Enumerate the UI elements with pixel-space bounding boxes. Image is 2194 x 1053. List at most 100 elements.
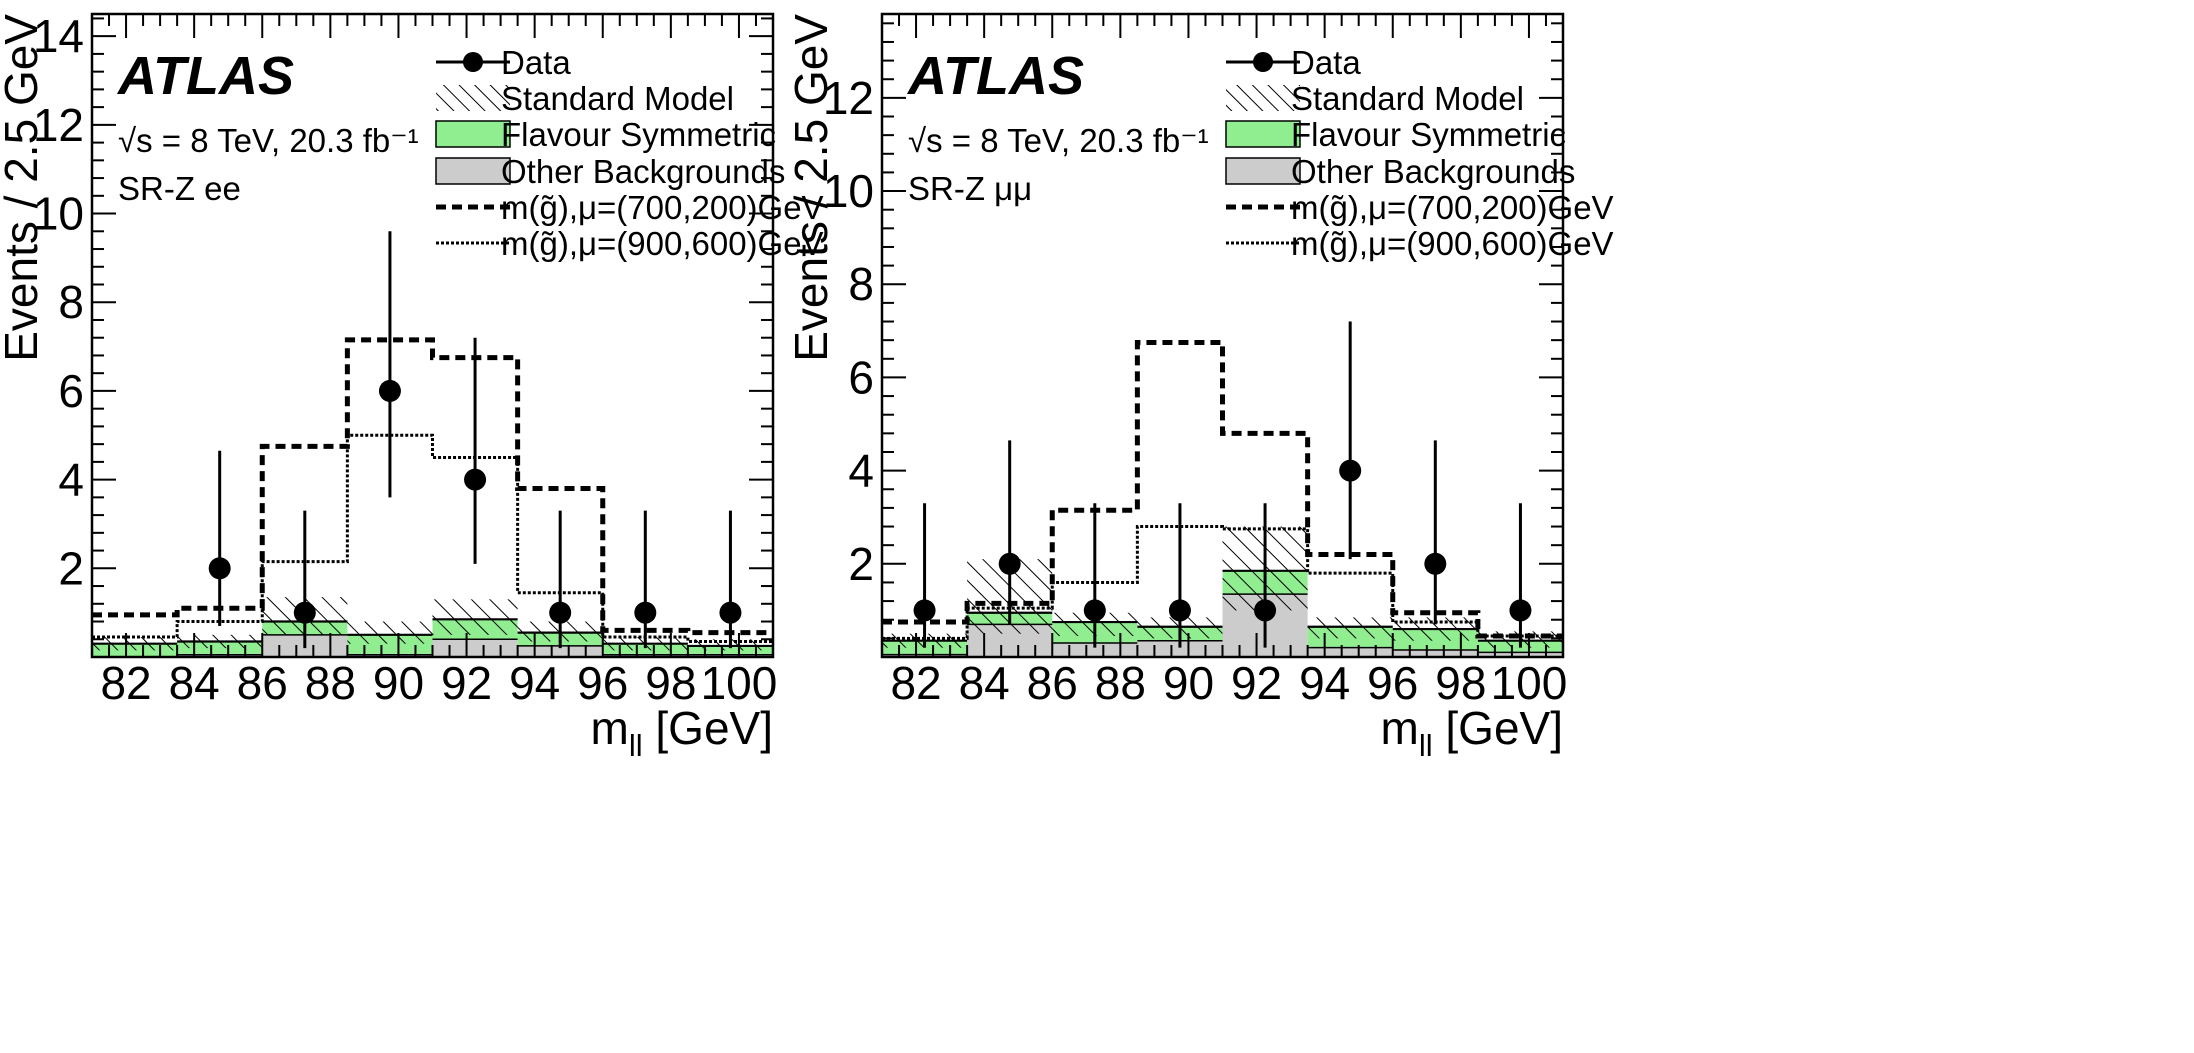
legend-label-sm: Standard Model: [501, 80, 734, 117]
x-tick-label: 96: [577, 657, 628, 709]
data-point: [1509, 599, 1532, 622]
atlas-label: ATLAS: [906, 46, 1084, 106]
legend-item-sig1: m(g̃),μ=(700,200)GeV: [436, 189, 824, 226]
data-point: [998, 552, 1021, 575]
sm-uncertainty-band: [347, 621, 433, 644]
y-tick-label: 12: [33, 99, 84, 151]
region-label: SR-Z μμ: [908, 170, 1032, 207]
legend-item-sm: Standard Model: [436, 80, 734, 117]
x-tick-label: 84: [959, 657, 1010, 709]
y-tick-label: 10: [33, 188, 84, 240]
x-tick-label: 90: [1163, 657, 1214, 709]
x-tick-label: 98: [645, 657, 696, 709]
energy-label: √s = 8 TeV, 20.3 fb⁻¹: [118, 122, 419, 159]
y-axis-title: Events / 2.5 GeV: [0, 14, 47, 362]
sm-uncertainty-band: [1307, 617, 1393, 639]
x-tick-label: 82: [100, 657, 151, 709]
x-tick-label: 98: [1435, 657, 1486, 709]
legend-item-data: Data: [436, 44, 571, 81]
legend-label-data: Data: [1291, 44, 1361, 81]
legend-item-data: Data: [1226, 44, 1361, 81]
legend-item-sm: Standard Model: [1226, 80, 1524, 117]
legend-label-data: Data: [501, 44, 571, 81]
plot-area: [882, 321, 1563, 657]
other-backgrounds-bar: [1392, 650, 1478, 657]
y-tick-label: 4: [848, 445, 874, 497]
legend-label-sig1: m(g̃),μ=(700,200)GeV: [1291, 189, 1614, 226]
data-point: [634, 601, 657, 624]
y-tick-label: 12: [823, 72, 874, 124]
signal-700-200-line: [92, 337, 773, 636]
x-axis-title: mll [GeV]: [591, 702, 774, 763]
x-tick-label: 86: [237, 657, 288, 709]
x-tick-label: 96: [1367, 657, 1418, 709]
y-tick-label: 10: [823, 165, 874, 217]
legend-label-other: Other Backgrounds: [1291, 153, 1575, 190]
data-point: [1168, 599, 1191, 622]
y-axis-title: Events / 2.5 GeV: [785, 14, 837, 362]
x-axis-title-subscript: ll: [1419, 728, 1433, 763]
x-tick-label: 88: [1095, 657, 1146, 709]
x-axis-title-subscript: ll: [629, 728, 643, 763]
legend-label-fs: Flavour Symmetric: [501, 116, 776, 153]
x-tick-label: 90: [373, 657, 424, 709]
legend-data-marker: [1253, 52, 1273, 72]
sm-uncertainty-band: [432, 599, 518, 635]
legend-label-fs: Flavour Symmetric: [1291, 116, 1566, 153]
legend-label-sig2: m(g̃),μ=(900,600)GeV: [1291, 225, 1614, 262]
x-tick-label: 92: [441, 657, 492, 709]
x-tick-label: 94: [509, 657, 560, 709]
x-tick-label: 92: [1231, 657, 1282, 709]
legend-other-swatch: [1225, 157, 1301, 185]
x-tick-label: 82: [890, 657, 941, 709]
data-point: [913, 599, 936, 622]
legend-label-sm: Standard Model: [1291, 80, 1524, 117]
data-point: [208, 557, 231, 580]
legend-item-sig1: m(g̃),μ=(700,200)GeV: [1226, 189, 1614, 226]
other-backgrounds-bar: [432, 639, 518, 657]
y-tick-label: 6: [58, 365, 84, 417]
legend-fs-swatch: [1225, 120, 1301, 148]
x-axis-title-main: m: [591, 702, 629, 754]
x-axis-title-unit: [GeV]: [643, 702, 773, 754]
legend-item-sig2: m(g̃),μ=(900,600)GeV: [1226, 225, 1614, 262]
data-point: [464, 468, 487, 491]
other-backgrounds-bar: [1137, 640, 1223, 657]
data-point: [378, 379, 401, 402]
x-axis-title-main: m: [1381, 702, 1419, 754]
other-backgrounds-bar: [1307, 647, 1393, 657]
energy-label: √s = 8 TeV, 20.3 fb⁻¹: [908, 122, 1209, 159]
y-tick-label: 2: [848, 538, 874, 590]
x-tick-label: 94: [1299, 657, 1350, 709]
data-point: [293, 601, 316, 624]
other-backgrounds-bar: [517, 645, 603, 657]
x-tick-label: 100: [1491, 657, 1568, 709]
legend-label-sig1: m(g̃),μ=(700,200)GeV: [501, 189, 824, 226]
data-point: [1083, 599, 1106, 622]
x-tick-label: 100: [701, 657, 778, 709]
y-tick-label: 8: [848, 258, 874, 310]
legend-data-marker: [463, 52, 483, 72]
legend-sm-swatch: [436, 85, 510, 111]
legend-label-sig2: m(g̃),μ=(900,600)GeV: [501, 225, 824, 262]
legend-item-other: Other Backgrounds: [1225, 153, 1575, 190]
x-axis-title-unit: [GeV]: [1433, 702, 1563, 754]
region-label: SR-Z ee: [118, 170, 241, 207]
data-point: [549, 601, 572, 624]
plot-area: [92, 231, 773, 657]
legend-item-fs: Flavour Symmetric: [435, 116, 776, 153]
data-point: [1339, 459, 1362, 482]
legend-sm-swatch: [1226, 85, 1300, 111]
legend-item-fs: Flavour Symmetric: [1225, 116, 1566, 153]
y-tick-label: 14: [33, 10, 84, 62]
y-tick-label: 4: [58, 454, 84, 506]
data-point: [719, 601, 742, 624]
other-backgrounds-bar: [1477, 652, 1563, 657]
legend-item-other: Other Backgrounds: [435, 153, 785, 190]
legend-item-sig2: m(g̃),μ=(900,600)GeV: [436, 225, 824, 262]
